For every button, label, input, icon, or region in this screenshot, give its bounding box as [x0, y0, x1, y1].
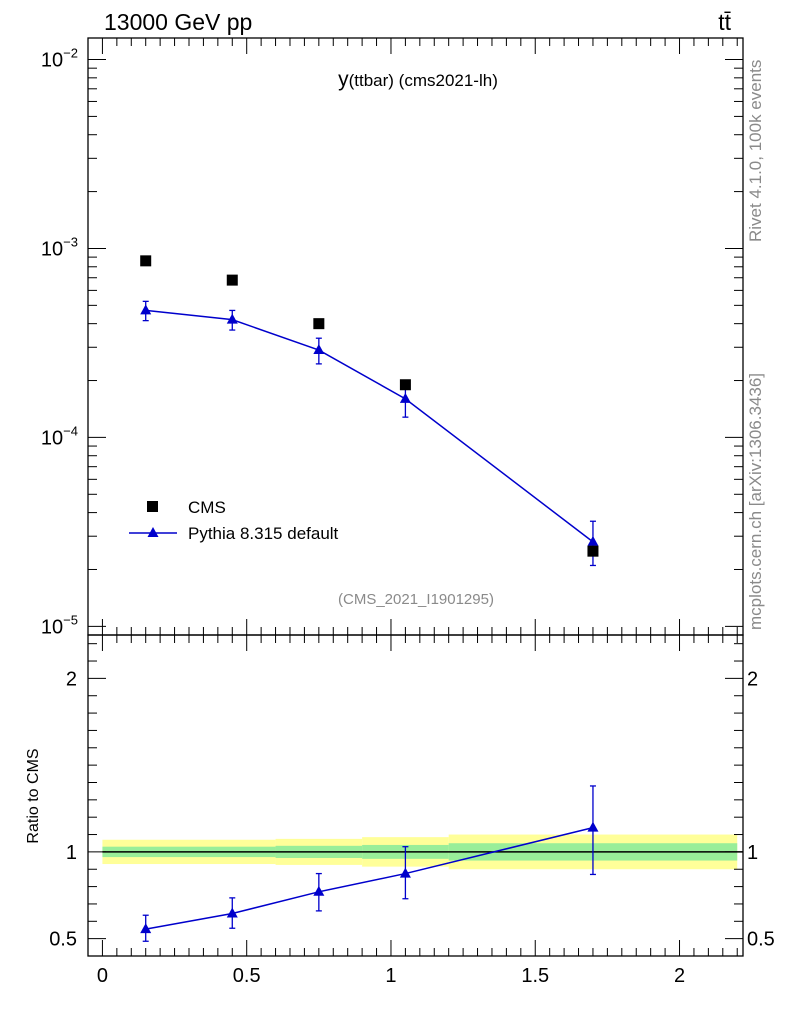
ratio-panel-ticks — [87, 635, 743, 957]
main-cms-point — [226, 274, 238, 286]
ratio-y-axis-label: Ratio to CMS — [25, 748, 42, 843]
energy-label: 13000 GeV pp — [104, 9, 252, 35]
ratio-y-tick-label-right: 1 — [747, 842, 758, 864]
ratio-panel-frame — [87, 634, 744, 957]
main-panel: 10−2 10−3 10−4 10−5 y(ttbar) (cms2021-lh… — [41, 37, 744, 639]
main-y-tick-label-1e-4: 10−4 — [41, 423, 78, 449]
plot-title: y(ttbar) (cms2021-lh) — [338, 68, 498, 91]
main-cms-point — [313, 318, 325, 330]
ratio-pythia-point — [140, 923, 152, 934]
ratio-panel: 0.5 1 2 0.5 1 2 0 0.5 1 1.5 2 Ratio to CMS — [25, 634, 775, 987]
rivet-version-label: Rivet 4.1.0, 100k events — [746, 60, 765, 242]
main-y-tick-label-1e-3: 10−3 — [41, 234, 78, 260]
ratio-y-tick-label: 0.5 — [49, 929, 77, 951]
ratio-x-tick-label: 2 — [674, 965, 685, 987]
ratio-y-tick-label: 2 — [66, 668, 77, 690]
main-y-tick-labels: 10−2 10−3 10−4 10−5 — [41, 46, 78, 639]
main-cms-point — [140, 255, 152, 267]
ratio-y-tick-labels: 0.5 1 2 — [49, 668, 77, 950]
main-pythia-point — [313, 344, 325, 355]
mcplots-label: mcplots.cern.ch [arXiv:1306.3436] — [746, 373, 765, 630]
legend-cms-label: CMS — [188, 498, 226, 517]
ratio-pythia-point — [313, 885, 325, 896]
main-cms-point — [399, 379, 411, 391]
main-pythia-point — [399, 392, 411, 403]
main-pythia-point — [587, 535, 599, 546]
main-panel-ticks — [87, 38, 743, 636]
ratio-pythia-series — [140, 785, 599, 942]
ratio-x-tick-label: 0 — [97, 965, 108, 987]
ratio-x-tick-label: 1 — [385, 965, 396, 987]
ratio-x-tick-labels: 0 0.5 1 1.5 2 — [97, 965, 685, 987]
analysis-watermark: (CMS_2021_I1901295) — [338, 591, 494, 608]
legend-cms-marker — [147, 501, 158, 512]
ratio-x-tick-label: 0.5 — [233, 965, 261, 987]
ratio-y-tick-label: 1 — [66, 842, 77, 864]
ratio-x-tick-label: 1.5 — [521, 965, 549, 987]
ratio-pythia-point — [399, 867, 411, 878]
main-pythia-point — [140, 304, 152, 315]
ratio-y-tick-label-right: 0.5 — [747, 929, 775, 951]
main-pythia-series — [140, 300, 599, 567]
ratio-pythia-point — [226, 907, 238, 918]
main-pythia-point — [226, 313, 238, 324]
legend-pythia-marker — [147, 527, 159, 537]
main-y-tick-label-1e-5: 10−5 — [41, 612, 78, 638]
ratio-y-tick-label-right: 2 — [747, 668, 758, 690]
ratio-pythia-point — [587, 821, 599, 832]
legend: CMS Pythia 8.315 default — [129, 498, 339, 543]
main-y-tick-label-1e-2: 10−2 — [41, 46, 78, 72]
main-cms-point — [587, 545, 599, 557]
process-label: tt̄ — [718, 9, 731, 35]
main-cms-series — [140, 255, 599, 557]
ratio-y-tick-labels-right: 0.5 1 2 — [747, 668, 775, 950]
legend-pythia-label: Pythia 8.315 default — [188, 524, 339, 543]
